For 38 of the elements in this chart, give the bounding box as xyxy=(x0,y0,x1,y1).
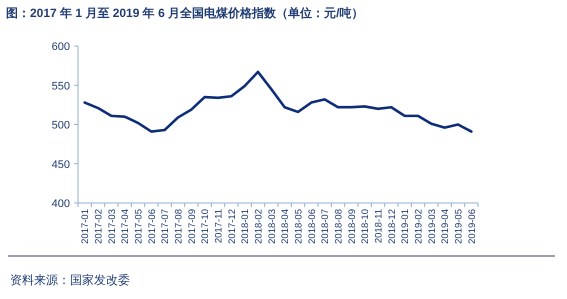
text: 资料来源：国家发改委 xyxy=(10,273,130,287)
x-tick-label: 2017-04 xyxy=(120,209,132,244)
x-tick-label: 2019-01 xyxy=(400,209,412,244)
chart-title: 图：2017 年 1 月至 2019 年 6 月全国电煤价格指数（单位：元/吨） xyxy=(6,6,364,20)
x-tick-label: 2018-08 xyxy=(334,209,344,244)
x-tick-label: 2017-07 xyxy=(160,209,172,244)
x-tick-label: 2018-05 xyxy=(294,209,304,244)
x-tick-label: 2017-06 xyxy=(146,209,158,244)
line-series xyxy=(83,70,473,133)
x-tick-label: 2017-11 xyxy=(214,209,224,244)
x-tick-label: 2017-01 xyxy=(80,209,92,244)
x-tick-label: 2018-12 xyxy=(386,209,398,244)
x-tick-label: 2019-04 xyxy=(440,209,452,244)
x-tick-label: 2017-12 xyxy=(226,209,238,244)
x-tick-label: 2018-03 xyxy=(266,209,278,244)
y-tick-label: 600 xyxy=(52,41,70,53)
x-tick-label: 2017-09 xyxy=(186,209,198,244)
x-tick-label: 2019-02 xyxy=(414,209,424,244)
x-tick-label: 2017-05 xyxy=(134,209,144,244)
x-tick-label: 2018-10 xyxy=(360,209,372,244)
x-tick-label: 2018-09 xyxy=(346,209,358,244)
x-tick-label: 2017-08 xyxy=(174,209,184,244)
x-tick-label: 2017-10 xyxy=(200,209,212,244)
x-tick-label: 2017-03 xyxy=(106,209,118,244)
x-tick-label: 2018-06 xyxy=(306,209,318,244)
x-tick-label: 2018-07 xyxy=(320,209,332,244)
x-tick-label: 2019-06 xyxy=(466,209,478,244)
x-tick-label: 2018-01 xyxy=(240,209,252,244)
x-tick-label: 2018-11 xyxy=(374,209,384,244)
x-tick-label: 2019-05 xyxy=(454,209,464,244)
y-tick-label: 450 xyxy=(52,158,70,171)
x-tick-label: 2017-02 xyxy=(94,209,104,244)
x-tick-label: 2019-03 xyxy=(426,209,438,244)
x-tick-label: 2018-04 xyxy=(280,209,292,244)
y-tick-label: 400 xyxy=(52,198,70,210)
y-tick-label: 500 xyxy=(52,120,70,132)
x-tick-label: 2018-02 xyxy=(254,209,264,244)
y-tick-label: 550 xyxy=(52,80,70,92)
